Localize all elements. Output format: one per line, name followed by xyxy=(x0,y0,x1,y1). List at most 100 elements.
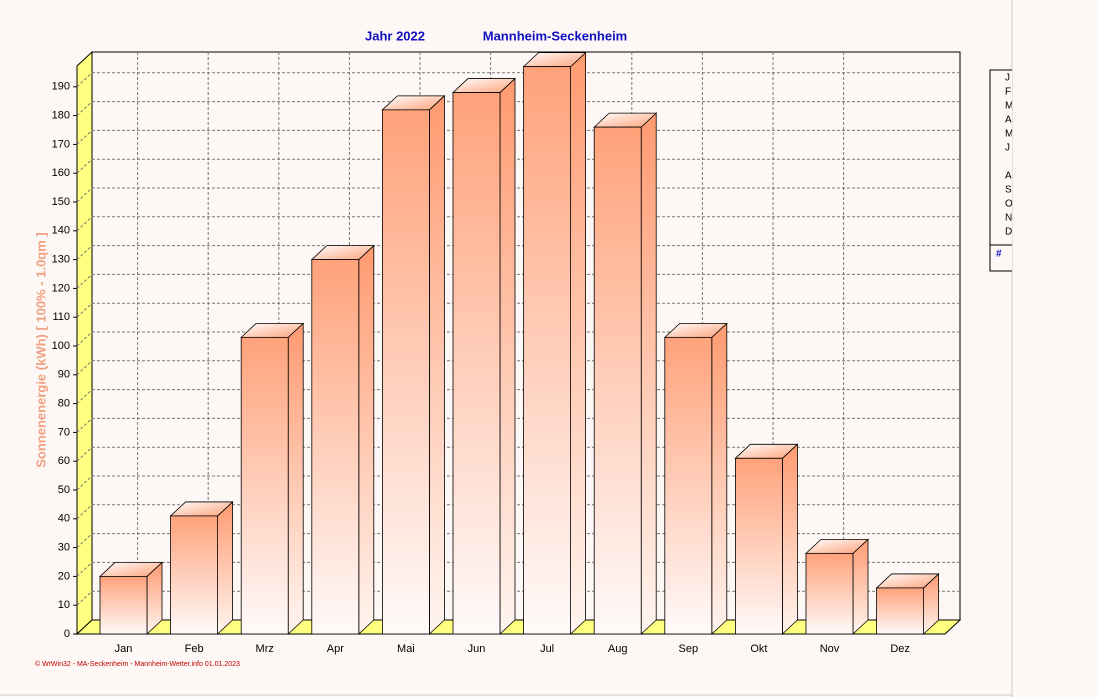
chart-subtitle: Mannheim-Seckenheim xyxy=(483,28,628,43)
grid-line xyxy=(76,245,93,260)
y-tick-label: 150 xyxy=(52,196,70,208)
grid-line xyxy=(76,130,93,145)
y-tick-label: 10 xyxy=(58,599,70,611)
x-tick-label: Okt xyxy=(750,643,767,655)
left-wall xyxy=(76,50,93,636)
grid-line xyxy=(76,274,93,289)
bar-side xyxy=(499,77,516,635)
grid-line xyxy=(76,533,93,548)
legend-footer: # xyxy=(996,249,1002,260)
x-tick-label: Mrz xyxy=(256,643,274,655)
grid-line xyxy=(76,418,93,433)
legend-entry: F xyxy=(1005,87,1011,98)
y-tick-label: 170 xyxy=(52,138,70,150)
bar xyxy=(875,572,940,635)
grid-line xyxy=(76,475,93,491)
bar-front xyxy=(876,587,924,635)
bar xyxy=(593,112,658,635)
bar xyxy=(381,94,446,635)
y-tick-label: 60 xyxy=(58,455,70,467)
y-tick-label: 130 xyxy=(52,254,70,266)
y-tick-label: 140 xyxy=(52,225,70,237)
chart-title: Jahr 2022 xyxy=(365,28,425,43)
bar-front xyxy=(805,552,854,635)
bar-front xyxy=(240,336,289,635)
bar-front xyxy=(523,66,571,635)
bar xyxy=(804,538,870,635)
grid-line xyxy=(76,331,93,347)
y-tick-label: 100 xyxy=(52,340,70,352)
y-tick-label: 80 xyxy=(58,398,70,410)
bar-side xyxy=(570,51,586,635)
y-tick-label: 20 xyxy=(58,570,70,582)
y-tick-label: 120 xyxy=(52,282,70,294)
grid-line xyxy=(76,216,93,232)
grid-line xyxy=(76,504,93,520)
legend-entry: A xyxy=(1005,171,1012,182)
x-tick-label: Mai xyxy=(397,643,415,655)
bar-front xyxy=(311,259,360,635)
y-tick-label: 0 xyxy=(64,628,70,640)
legend-entry: O xyxy=(1005,199,1013,210)
bar-side xyxy=(358,244,375,635)
bar xyxy=(663,322,728,635)
grid-line xyxy=(76,158,93,174)
x-tick-label: Sep xyxy=(679,643,699,655)
grid-line xyxy=(76,101,93,116)
bar-front xyxy=(170,515,219,635)
y-tick-label: 50 xyxy=(58,484,70,496)
bar-front xyxy=(664,336,713,635)
bar-side xyxy=(287,322,304,635)
y-tick-label: 30 xyxy=(58,542,70,554)
x-tick-label: Aug xyxy=(608,643,628,655)
grid-line xyxy=(76,389,93,404)
legend-entry: J xyxy=(1005,73,1010,84)
bar-front xyxy=(735,457,783,635)
grid-line xyxy=(76,562,93,577)
legend-entry: M xyxy=(1005,101,1013,112)
x-tick-label: Nov xyxy=(820,643,840,655)
grid-line xyxy=(76,187,93,203)
bar-side xyxy=(852,538,869,635)
legend-entry: S xyxy=(1005,185,1012,196)
bar-front xyxy=(593,126,642,635)
grid-line xyxy=(76,590,93,606)
bar-front xyxy=(99,576,148,635)
y-tick-label: 180 xyxy=(52,110,70,122)
grid-line xyxy=(76,72,93,88)
x-tick-label: Feb xyxy=(185,643,204,655)
legend-entry: J xyxy=(1005,143,1010,154)
x-tick-label: Jun xyxy=(468,643,486,655)
bar-side xyxy=(782,443,798,635)
bar-side xyxy=(640,112,657,635)
grid-line xyxy=(76,360,93,376)
x-tick-label: Jan xyxy=(115,643,133,655)
x-tick-label: Dez xyxy=(890,643,910,655)
x-tick-label: Apr xyxy=(327,643,344,655)
bar xyxy=(451,77,517,635)
y-tick-label: 40 xyxy=(58,513,70,525)
bar xyxy=(734,443,799,635)
y-tick-label: 110 xyxy=(52,311,70,323)
legend-entry: N xyxy=(1005,213,1012,224)
grid-line xyxy=(76,302,93,318)
x-tick-label: Jul xyxy=(540,643,554,655)
bar xyxy=(522,51,587,635)
footer: © WrWin32 - MA-Seckenheim - Mannheim-Wet… xyxy=(35,660,240,668)
bar xyxy=(169,500,234,635)
bar xyxy=(310,244,375,635)
bar-side xyxy=(428,94,445,635)
y-tick-label: 70 xyxy=(58,426,70,438)
bar-front xyxy=(381,109,430,635)
y-tick-label: 160 xyxy=(52,167,70,179)
bar-front xyxy=(452,92,501,635)
bar xyxy=(240,322,305,635)
legend-entry: A xyxy=(1005,115,1012,126)
bar-side xyxy=(711,322,728,635)
bar-side xyxy=(217,500,234,635)
legend-entry: D xyxy=(1005,227,1012,238)
bar xyxy=(98,561,164,635)
legend-box xyxy=(989,69,1012,272)
